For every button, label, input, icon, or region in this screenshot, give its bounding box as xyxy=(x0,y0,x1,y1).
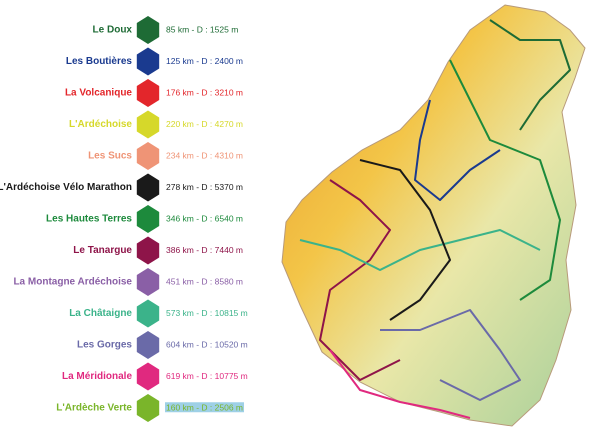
route-hexagon xyxy=(136,331,160,359)
route-hexagon xyxy=(136,79,160,107)
route-name: La Méridionale xyxy=(62,371,132,382)
legend-entry: Le Doux 85 km - D : 1525 m xyxy=(93,16,238,44)
legend-entry: La Montagne Ardéchoise 451 km - D : 8580 … xyxy=(13,268,243,296)
route-details: 234 km - D : 4310 m xyxy=(166,150,243,160)
route-hexagon xyxy=(136,47,160,76)
route-details: 278 km - D : 5370 m xyxy=(166,182,243,192)
route-name: La Châtaigne xyxy=(69,308,132,319)
route-name: Les Hautes Terres xyxy=(46,214,132,225)
route-details: 176 km - D : 3210 m xyxy=(166,87,243,97)
route-line xyxy=(414,99,501,201)
route-details: 386 km - D : 7440 m xyxy=(166,245,243,255)
route-hexagon xyxy=(136,268,160,296)
legend-entry: Le Tanargue 386 km - D : 7440 m xyxy=(73,236,243,265)
legend-entry: Les Hautes Terres 346 km - D : 6540 m xyxy=(46,205,243,233)
map xyxy=(281,4,586,427)
legend-entry: L'Ardéchoise Vélo Marathon 278 km - D : 5… xyxy=(0,173,243,202)
region-outline xyxy=(281,4,586,427)
legend-entry: Les Gorges 604 km - D : 10520 m xyxy=(77,331,248,359)
legend-entry: La Châtaigne 573 km - D : 10815 m xyxy=(69,299,248,328)
route-hexagon xyxy=(136,110,160,139)
route-line xyxy=(299,229,541,271)
route-name: Les Sucs xyxy=(88,151,132,162)
route-line xyxy=(489,19,571,131)
legend: Le Doux 85 km - D : 1525 m Les Boutières 12… xyxy=(0,16,248,422)
route-details: 125 km - D : 2400 m xyxy=(166,56,243,66)
route-details: 619 km - D : 10775 m xyxy=(166,371,248,381)
route-name: Le Tanargue xyxy=(73,245,132,256)
route-hexagon xyxy=(136,142,160,170)
route-hexagon xyxy=(136,394,160,422)
route-details: 451 km - D : 8580 m xyxy=(166,276,243,286)
route-hexagon xyxy=(136,299,160,328)
legend-entry: Les Boutières 125 km - D : 2400 m xyxy=(66,47,243,76)
route-details: 604 km - D : 10520 m xyxy=(166,339,248,349)
route-details: 160 km - D : 2506 m xyxy=(166,402,243,412)
legend-entry: L'Ardéchoise 220 km - D : 4270 m xyxy=(69,110,243,139)
legend-entry: La Méridionale 619 km - D : 10775 m xyxy=(62,362,248,391)
route-details: 573 km - D : 10815 m xyxy=(166,308,248,318)
route-line xyxy=(449,59,561,301)
routes-drawn xyxy=(299,19,571,419)
route-name: L'Ardèche Verte xyxy=(56,403,132,414)
route-name: La Montagne Ardéchoise xyxy=(13,277,132,288)
route-name: Les Boutières xyxy=(66,56,133,67)
route-name: La Volcanique xyxy=(65,88,132,99)
route-name: Le Doux xyxy=(93,25,133,36)
route-hexagon xyxy=(136,236,160,265)
route-line xyxy=(329,349,471,419)
route-hexagon xyxy=(136,16,160,44)
highlight xyxy=(165,402,245,413)
route-details: 85 km - D : 1525 m xyxy=(166,24,238,34)
route-details: 220 km - D : 4270 m xyxy=(166,119,243,129)
legend-entry: Les Sucs 234 km - D : 4310 m xyxy=(88,142,243,170)
route-hexagon xyxy=(136,205,160,233)
route-details: 346 km - D : 6540 m xyxy=(166,213,243,223)
route-hexagon xyxy=(136,173,160,202)
route-name: L'Ardéchoise Vélo Marathon xyxy=(0,182,132,193)
legend-entry: L'Ardèche Verte 160 km - D : 2506 m xyxy=(56,394,245,422)
route-name: Les Gorges xyxy=(77,340,132,351)
route-line xyxy=(380,309,521,401)
route-name: L'Ardéchoise xyxy=(69,119,132,130)
route-hexagon xyxy=(136,362,160,391)
route-line xyxy=(319,179,401,381)
legend-entry: La Volcanique 176 km - D : 3210 m xyxy=(65,79,243,107)
route-line xyxy=(359,159,451,321)
